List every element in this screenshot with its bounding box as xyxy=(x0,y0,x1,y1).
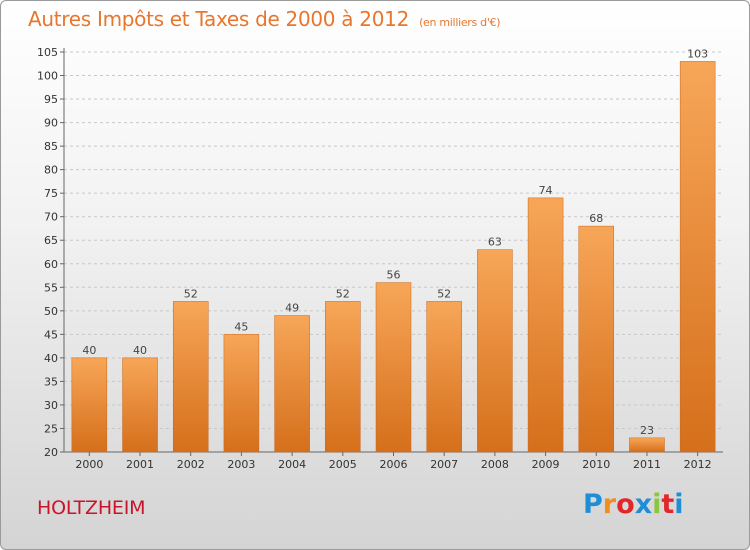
data-label: 52 xyxy=(184,287,198,300)
y-tick-label: 20 xyxy=(44,446,58,459)
data-label: 74 xyxy=(539,184,553,197)
x-tick-label: 2012 xyxy=(684,458,712,471)
x-tick-label: 2007 xyxy=(430,458,458,471)
data-label: 52 xyxy=(336,287,350,300)
x-tick-label: 2010 xyxy=(582,458,610,471)
y-tick-label: 70 xyxy=(44,211,58,224)
y-tick-label: 100 xyxy=(37,70,58,83)
x-tick-label: 2003 xyxy=(227,458,255,471)
x-tick-label: 2001 xyxy=(126,458,154,471)
y-tick-label: 75 xyxy=(44,187,58,200)
bar-2000 xyxy=(71,357,108,453)
x-tick-label: 2009 xyxy=(532,458,560,471)
logo-letter: t xyxy=(661,489,675,520)
x-tick-label: 2004 xyxy=(278,458,306,471)
logo-letter: r xyxy=(602,489,617,520)
y-tick-label: 105 xyxy=(37,46,58,59)
bar-2005 xyxy=(325,301,361,453)
y-tick-label: 30 xyxy=(44,399,58,412)
bar-2003 xyxy=(223,334,260,453)
x-tick-label: 2011 xyxy=(633,458,661,471)
logo-letter: i xyxy=(652,489,662,520)
bar-2001 xyxy=(122,357,158,453)
y-tick-label: 50 xyxy=(44,305,58,318)
y-tick-label: 35 xyxy=(44,375,58,388)
bar-2011 xyxy=(629,437,665,453)
data-label: 63 xyxy=(488,236,502,249)
x-tick-label: 2006 xyxy=(380,458,408,471)
logo-letter: P xyxy=(583,489,603,520)
data-label: 56 xyxy=(387,269,401,282)
data-label: 23 xyxy=(640,424,654,437)
bar-2002 xyxy=(172,301,209,453)
data-label: 45 xyxy=(234,320,248,333)
chart-title-text: Autres Impôts et Taxes de 2000 à 2012 xyxy=(28,7,409,31)
bar-2010 xyxy=(578,225,615,453)
data-label: 68 xyxy=(589,212,603,225)
y-tick-label: 95 xyxy=(44,93,58,106)
commune-name: HOLTZHEIM xyxy=(37,497,146,519)
chart-unit: (en milliers d'€) xyxy=(419,16,501,29)
y-tick-label: 85 xyxy=(44,140,58,153)
bar-2008 xyxy=(477,249,513,453)
y-tick-label: 65 xyxy=(44,234,58,247)
chart-title: Autres Impôts et Taxes de 2000 à 2012 (e… xyxy=(28,7,501,31)
y-tick-label: 60 xyxy=(44,258,58,271)
logo-letter: i xyxy=(674,489,684,520)
data-label: 49 xyxy=(285,302,299,315)
proxiti-logo: Proxiti xyxy=(583,489,684,520)
data-labels: 40 40 52 45 49 52 56 52 63 74 68 23 103 xyxy=(82,47,708,436)
y-tick-label: 45 xyxy=(44,328,58,341)
data-label: 103 xyxy=(687,47,708,60)
bar-2009 xyxy=(527,197,564,453)
bars xyxy=(71,61,716,453)
data-label: 52 xyxy=(437,287,451,300)
data-label: 40 xyxy=(82,344,96,357)
bar-2004 xyxy=(274,315,310,453)
data-label: 40 xyxy=(133,344,147,357)
y-tick-label: 40 xyxy=(44,352,58,365)
logo-letter: x xyxy=(634,489,653,520)
x-tick-label: 2002 xyxy=(177,458,205,471)
y-tick-label: 55 xyxy=(44,281,58,294)
x-tick-label: 2005 xyxy=(329,458,357,471)
logo-letter: o xyxy=(616,489,635,520)
bar-2007 xyxy=(426,301,462,453)
y-tick-label: 90 xyxy=(44,117,58,130)
x-tick-label: 2008 xyxy=(481,458,509,471)
x-tick-label: 2000 xyxy=(75,458,103,471)
y-tick-label: 80 xyxy=(44,164,58,177)
y-tick-label: 25 xyxy=(44,422,58,435)
bar-2012 xyxy=(679,61,716,453)
bar-2006 xyxy=(375,282,412,453)
